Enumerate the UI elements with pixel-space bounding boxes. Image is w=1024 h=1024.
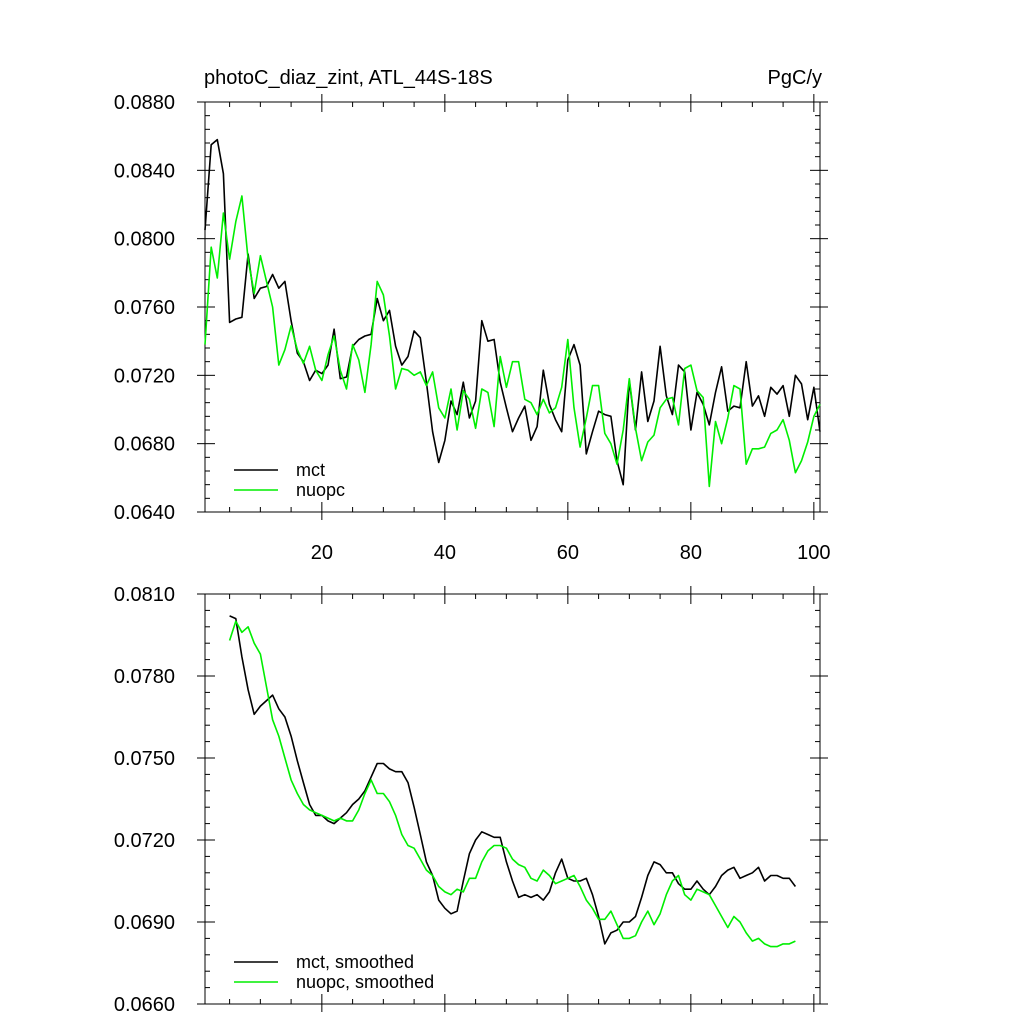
y-tick-label: 0.0810 <box>114 584 175 606</box>
bottom-panel: 0.0660 0.0690 0.0720 0.0750 0.0780 0.0810 mct… <box>114 584 828 1016</box>
legend-label: mct <box>296 460 325 480</box>
y-tick-label: 0.0880 <box>114 92 175 114</box>
y-tick-label: 0.0800 <box>114 229 175 251</box>
x-tick-label: 60 <box>557 542 579 564</box>
plot-frame <box>204 593 821 1005</box>
x-tick-label: 100 <box>797 542 830 564</box>
top-series <box>204 138 821 488</box>
y-tick-label: 0.0720 <box>114 830 175 852</box>
top-title: photoC_diaz_zint, ATL_44S-18S <box>204 67 493 89</box>
plot-frame <box>204 101 821 513</box>
y-tick-label: 0.0750 <box>114 748 175 770</box>
y-tick-label: 0.0660 <box>114 994 175 1016</box>
top-units: PgC/y <box>768 67 822 89</box>
y-tick-label: 0.0780 <box>114 666 175 688</box>
legend-label: nuopc <box>296 480 345 500</box>
x-tick-label: 80 <box>680 542 702 564</box>
y-tick-label: 0.0640 <box>114 502 175 524</box>
series-line-mct-smoothed <box>229 615 797 945</box>
bottom-axes: 0.0660 0.0690 0.0720 0.0750 0.0780 0.0810 <box>114 584 828 1016</box>
bottom-series <box>228 615 797 948</box>
series-line-mct <box>204 138 821 486</box>
y-tick-label: 0.0720 <box>114 365 175 387</box>
legend-label: mct, smoothed <box>296 952 414 972</box>
y-tick-label: 0.0760 <box>114 297 175 319</box>
y-tick-label: 0.0680 <box>114 434 175 456</box>
top-axes: 20 40 60 80 100 0.0640 0.0680 0.0720 0.0760 0.080… <box>114 92 831 564</box>
legend-label: nuopc, smoothed <box>296 972 434 992</box>
x-tick-label: 40 <box>434 542 456 564</box>
y-tick-label: 0.0840 <box>114 160 175 182</box>
top-panel: photoC_diaz_zint, ATL_44S-18S PgC/y 20 40… <box>114 67 831 564</box>
series-line-nuopc <box>204 195 821 488</box>
series-line-nuopc-smoothed <box>228 620 796 948</box>
y-tick-label: 0.0690 <box>114 912 175 934</box>
x-tick-label: 20 <box>311 542 333 564</box>
